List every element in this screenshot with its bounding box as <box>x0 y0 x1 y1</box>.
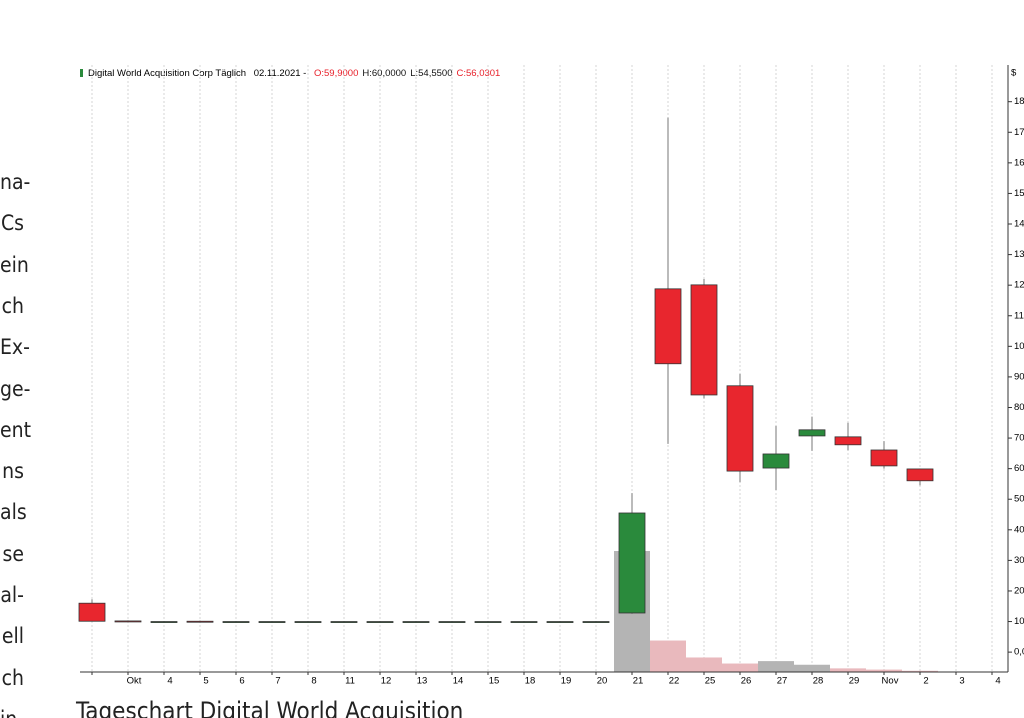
candle-body <box>258 621 286 623</box>
y-tick-label: 60 <box>1014 463 1024 474</box>
x-tick-label: 13 <box>417 676 428 687</box>
sidebar-line: ns <box>2 459 24 484</box>
sidebar-line: Cs <box>0 211 24 236</box>
x-tick-label: Okt <box>127 676 142 687</box>
x-tick-label: 4 <box>167 676 172 687</box>
volume-bar <box>650 640 686 672</box>
candle-body <box>798 429 826 437</box>
y-tick-label: 11 <box>1014 310 1024 321</box>
x-tick-label: 8 <box>311 676 316 687</box>
y-tick-label: 30 <box>1014 555 1024 566</box>
volume-bar <box>758 661 794 672</box>
candle-body <box>222 621 250 623</box>
candle-body <box>330 621 358 623</box>
x-tick-label: 29 <box>849 676 860 687</box>
candle-body <box>294 621 322 623</box>
candle-body <box>402 621 430 623</box>
x-tick-label: 27 <box>777 676 788 687</box>
x-tick-label: 20 <box>597 676 608 687</box>
candle-body <box>726 385 754 472</box>
x-tick-label: Nov <box>882 676 899 687</box>
sidebar-line: ell <box>1 624 24 649</box>
y-tick-label: 10 <box>1014 341 1024 352</box>
candle-body <box>510 621 538 623</box>
volume-bar <box>794 664 830 672</box>
x-tick-label: 22 <box>669 676 680 687</box>
x-tick-label: 28 <box>813 676 824 687</box>
volume-bar <box>902 670 938 672</box>
y-tick-label: 18 <box>1014 96 1024 107</box>
x-tick-label: 4 <box>995 676 1000 687</box>
x-tick-label: 21 <box>633 676 644 687</box>
y-tick-label: 40 <box>1014 524 1024 535</box>
sidebar-line: se <box>2 541 24 566</box>
sidebar-line: in- <box>0 707 24 718</box>
candle-body <box>654 288 682 365</box>
y-tick-label: 90 <box>1014 371 1024 382</box>
x-tick-label: 18 <box>525 676 536 687</box>
x-tick-label: 2 <box>923 676 928 687</box>
candle-body <box>186 620 214 623</box>
y-tick-label: 50 <box>1014 494 1024 505</box>
header-icon <box>80 69 83 77</box>
header-value: L:54,5500 <box>410 68 452 79</box>
x-tick-label: 26 <box>741 676 752 687</box>
candle-body <box>690 284 718 396</box>
header-value: C:56,0301 <box>456 68 500 79</box>
candle-body <box>582 621 610 623</box>
candle-body <box>546 621 574 623</box>
candle-body <box>78 602 106 622</box>
chart-header: Digital World Acquisition Corp Täglich 0… <box>88 68 500 79</box>
y-tick-label: 20 <box>1014 585 1024 596</box>
y-tick-label: 10 <box>1014 616 1024 627</box>
y-tick-label: 70 <box>1014 433 1024 444</box>
y-tick-label: 17 <box>1014 127 1024 138</box>
sidebar-line: al- <box>0 583 24 607</box>
candle-body <box>618 512 646 614</box>
x-tick-label: 14 <box>453 676 464 687</box>
y-tick-label: 12 <box>1014 280 1024 291</box>
y-tick-label: 16 <box>1014 157 1024 168</box>
sidebar-line: ch <box>1 665 24 690</box>
candle-body <box>762 453 790 469</box>
candle-body <box>150 621 178 623</box>
x-tick-label: 5 <box>203 676 208 687</box>
header-value: O:59,9000 <box>314 68 358 79</box>
y-tick-label: 0,0 <box>1014 647 1024 658</box>
x-tick-label: 6 <box>239 676 244 687</box>
y-tick-label: 14 <box>1014 219 1024 230</box>
header-name: Digital World Acquisition Corp Täglich <box>88 68 246 79</box>
candle-body <box>438 621 466 623</box>
x-tick-label: 7 <box>275 676 280 687</box>
x-tick-label: 19 <box>561 676 572 687</box>
candle-body <box>906 468 934 482</box>
y-tick-label: 80 <box>1014 402 1024 413</box>
candle-body <box>474 621 502 623</box>
y-tick-label: 13 <box>1014 249 1024 260</box>
candle-body <box>366 621 394 623</box>
x-tick-label: 25 <box>705 676 716 687</box>
header-value: H:60,0000 <box>362 68 406 79</box>
candle-body <box>870 449 898 467</box>
sidebar-line: als <box>0 500 27 525</box>
sidebar-line: ch <box>1 293 24 318</box>
volume-bar <box>830 668 866 672</box>
x-tick-label: 15 <box>489 676 500 687</box>
candle-body <box>834 436 862 446</box>
candle-body <box>114 620 142 623</box>
caption: Tageschart Digital World Acquisition <box>75 697 463 718</box>
header-date: 02.11.2021 - <box>254 68 307 79</box>
y-tick-label: 15 <box>1014 188 1024 199</box>
x-tick-label: 12 <box>381 676 392 687</box>
volume-bar <box>722 663 758 672</box>
volume-bar <box>686 657 722 672</box>
x-tick-label: 3 <box>959 676 964 687</box>
y-unit: $ <box>1011 68 1017 79</box>
x-tick-label: 11 <box>345 676 355 687</box>
volume-bar <box>866 669 902 672</box>
